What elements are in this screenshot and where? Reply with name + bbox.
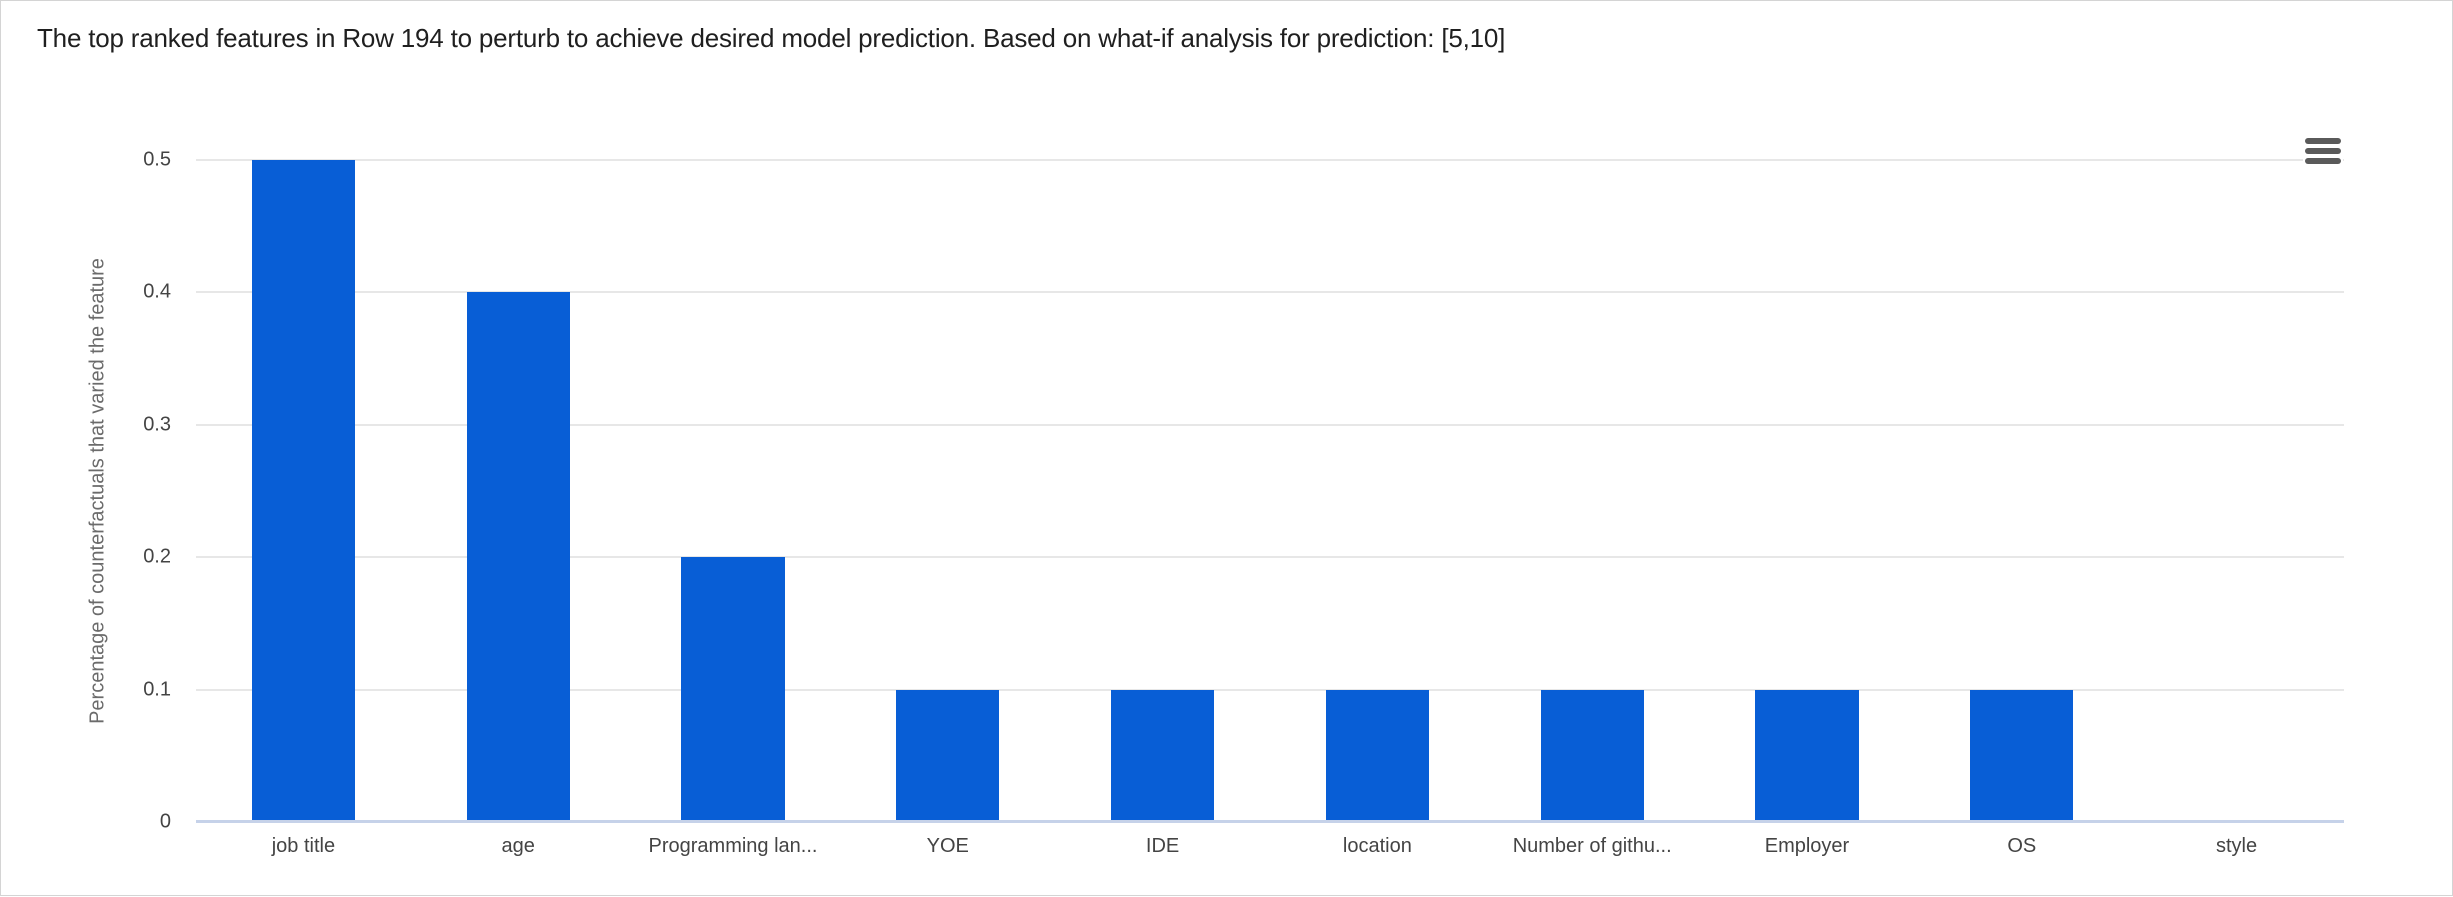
x-label-Employer: Employer	[1764, 835, 1850, 857]
bar-job title[interactable]	[251, 160, 355, 822]
y-tick-label-0.1: 0.1	[143, 678, 171, 701]
bar-band-0	[196, 160, 411, 822]
hamburger-menu-icon	[2305, 138, 2341, 144]
hamburger-menu-icon	[2305, 148, 2341, 154]
bar-Programming lan...[interactable]	[681, 557, 785, 822]
gridline-y-0.2	[196, 556, 2344, 559]
bar-band-1	[411, 160, 626, 822]
x-axis-line	[196, 820, 2344, 823]
y-tick-label-0: 0	[159, 810, 171, 833]
x-label-OS: OS	[2007, 835, 2037, 857]
plot-area	[196, 159, 2344, 823]
gridline-y-0.3	[196, 423, 2344, 426]
bar-Employer[interactable]	[1755, 689, 1859, 822]
gridline-y-0.4	[196, 291, 2344, 294]
hamburger-menu-icon	[2305, 158, 2341, 164]
bar-band-4	[1055, 160, 1270, 822]
x-label-style: style	[2216, 835, 2258, 857]
y-tick-label-0.2: 0.2	[143, 545, 171, 568]
bar-band-2	[626, 160, 841, 822]
x-label-YOE: YOE	[926, 835, 969, 857]
bar-band-7	[1700, 160, 1915, 822]
x-label-job title: job title	[271, 835, 336, 857]
x-label-Number of githu...: Number of githu...	[1512, 835, 1672, 857]
bar-band-6	[1485, 160, 1700, 822]
x-label-location: location	[1342, 835, 1412, 857]
x-label-Programming lan...: Programming lan...	[648, 835, 818, 857]
x-label-IDE: IDE	[1145, 835, 1180, 857]
chart-title: The top ranked features in Row 194 to pe…	[37, 23, 1506, 53]
bar-band-3	[840, 160, 1055, 822]
chart-menu-button[interactable]	[2303, 136, 2343, 166]
gridline-y-0.5	[196, 159, 2344, 161]
bar-OS[interactable]	[1970, 689, 2074, 822]
bar-series	[196, 160, 2344, 822]
y-tick-label-0.5: 0.5	[143, 148, 171, 171]
bar-Number of githu...[interactable]	[1540, 689, 1644, 822]
bar-band-9	[2129, 160, 2344, 822]
y-tick-label-0.3: 0.3	[143, 413, 171, 436]
y-tick-label-0.4: 0.4	[143, 280, 171, 303]
bar-age[interactable]	[466, 292, 570, 822]
bar-band-5	[1270, 160, 1485, 822]
gridline-y-0.1	[196, 688, 2344, 691]
bar-YOE[interactable]	[896, 689, 1000, 822]
x-label-age: age	[501, 835, 535, 857]
bar-location[interactable]	[1325, 689, 1429, 822]
bar-band-8	[1914, 160, 2129, 822]
x-axis-category-labels: job title age Programming lan... YOE IDE loca…	[196, 835, 2344, 858]
y-axis-tick-labels: 0 0.1 0.2 0.3 0.4 0.5	[1, 149, 171, 833]
bar-IDE[interactable]	[1111, 689, 1215, 822]
